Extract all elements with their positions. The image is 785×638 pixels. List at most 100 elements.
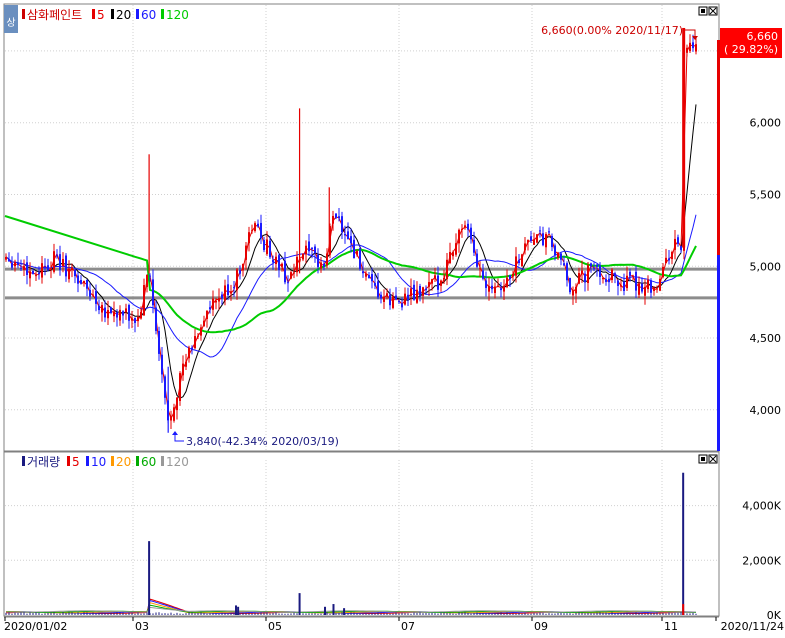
candle-body [68,268,70,280]
candle-body [275,256,277,265]
legend-ma120: 120 [166,8,189,22]
candle-body [542,233,544,246]
candle-body [440,280,442,286]
candle-body [347,231,349,240]
price-tick-label: 5,000 [750,260,782,273]
candle-body [173,407,175,421]
candle-body [11,263,13,268]
candle-body [278,255,280,270]
candle-body [95,290,97,304]
candle-body [425,288,427,291]
candle-body [179,373,181,401]
candle-body [320,262,322,269]
candle-body [536,234,538,243]
volume-ma-line [5,606,697,613]
candle-body [668,258,670,261]
candle-body [377,281,379,298]
candle-body [83,280,85,284]
candle-body [161,354,163,375]
candle-body [491,285,493,290]
volume-bar [343,608,346,615]
candle-body [32,270,34,274]
stock-badge[interactable] [4,5,18,33]
price-tick-label: 6,000 [750,117,782,130]
candle-body [665,257,667,264]
price-panel-controls[interactable] [698,6,718,16]
candle-body [686,47,688,53]
candle-body [152,279,154,306]
candle-body [617,280,619,286]
candle-body [89,289,91,297]
candle-body [185,361,187,367]
candle-body [146,274,148,288]
candle-body [230,291,232,294]
vol-legend-ma60: 60 [141,455,156,469]
candle-body [587,265,589,284]
candle-body [335,213,337,218]
candle-body [125,308,127,313]
volume-legend: 거래량 5 10 20 60 120 [22,455,189,469]
legend-ma20: 20 [116,8,131,22]
candle-body [215,300,217,303]
legend-ma60: 60 [141,8,156,22]
candle-body [461,228,463,230]
candle-body [269,240,271,258]
candle-body [332,215,334,224]
candle-body [479,267,481,269]
candle-body [38,272,40,275]
candle-body [8,259,10,262]
x-tick-label: 2020/01/02 [4,620,67,633]
candle-body [578,273,580,284]
candle-body [509,275,511,279]
candle-body [14,262,16,267]
candle-body [671,251,673,260]
candle-body [287,282,289,284]
candle-body [26,262,28,275]
candle-body [626,275,628,289]
candle-body [20,267,22,269]
volume-tick-label: 4,000K [742,500,781,513]
candle-body [341,216,343,233]
price-legend: 상 삼화페인트 5 20 60 120 [4,5,189,33]
price-tick-label: 4,000 [750,404,782,417]
candle-body [308,241,310,252]
volume-bar [324,606,327,615]
candle-body [611,269,613,281]
volume-panel-controls[interactable] [698,454,718,464]
candle-body [257,223,259,227]
volume-grid [5,460,718,615]
candle-body [527,240,529,243]
candle-body [506,277,508,287]
candle-body [227,284,229,296]
candle-body [614,273,616,277]
candle-body [410,288,412,297]
volume-bar [235,605,237,615]
candle-body [449,251,451,264]
candle-body [563,263,565,266]
volume-peak-bar [148,541,151,615]
candle-body [350,236,352,244]
candle-body [695,44,697,52]
current-price-box: 6,660 ( 29.82%) [720,28,782,58]
candle-body [143,285,145,316]
volume-panel [3,451,720,617]
candle-body [620,285,622,287]
candle-body [191,347,193,350]
volume-peak-bar [298,593,301,615]
candle-body [548,231,550,233]
candle-body [104,307,106,318]
candle-body [314,246,316,254]
candle-body [593,268,595,270]
candle-body [50,268,52,270]
candle-body [629,271,631,276]
candle-body [305,245,307,255]
candle-body [545,234,547,248]
candle-body [194,336,196,349]
candle-body [263,240,265,251]
candle-body [260,222,262,239]
candle-body [293,272,295,274]
high-annotation: 6,660(0.00% 2020/11/17) [541,24,698,40]
candle-body [560,253,562,260]
candle-body [605,279,607,282]
volume-title: 거래량 [27,455,60,469]
